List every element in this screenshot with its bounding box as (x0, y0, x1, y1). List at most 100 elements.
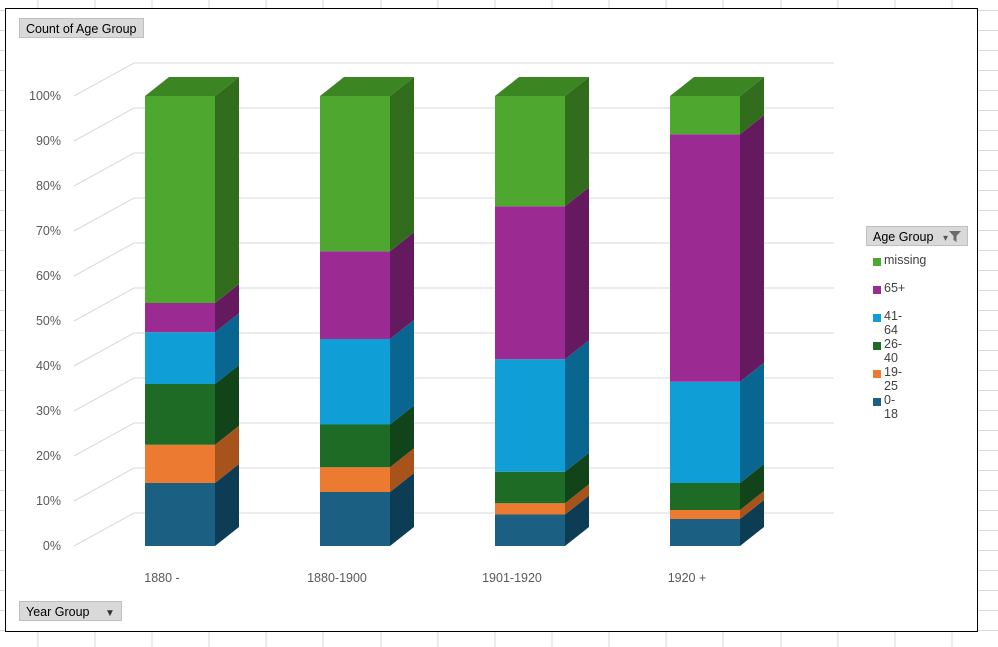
gridline (73, 152, 834, 187)
bar-side (390, 77, 414, 252)
bar-side (565, 495, 589, 546)
axis-field-label: Year Group (26, 605, 90, 619)
bar-side (565, 452, 589, 504)
legend-label: 65+ (884, 281, 906, 295)
bars (145, 77, 764, 546)
bar-side (390, 448, 414, 492)
y-axis-ticks: 0% 10% 20% 30% 40% 50% 60% 70% 80% 90% 100% (29, 89, 61, 553)
bar-side (390, 473, 414, 546)
gridline (73, 332, 834, 367)
bar-segment (670, 96, 740, 135)
bar-side (740, 464, 764, 510)
legend-swatch (873, 398, 881, 406)
legend-label: missing (884, 253, 927, 267)
gridline (73, 197, 834, 232)
legend-label: 19-25 (884, 365, 903, 393)
bar-side (215, 313, 239, 384)
bar-top (320, 77, 414, 96)
bar-segment (670, 134, 740, 382)
bar-side (565, 340, 589, 472)
x-tick-label: 1920 + (668, 571, 707, 585)
legend-swatch (873, 314, 881, 322)
bar-side (390, 405, 414, 468)
pivot-chart[interactable]: Count of Age Group 0% 10% 20% 30% 40% 50% 60% 7… (5, 8, 978, 632)
bar-side (215, 284, 239, 333)
y-tick-label: 90% (36, 134, 61, 148)
bar-side (215, 464, 239, 546)
gridline (73, 422, 834, 457)
bar-segment (670, 483, 740, 510)
gridline (73, 242, 834, 277)
bar-top (495, 77, 589, 96)
bar-side (565, 187, 589, 360)
bar-side (740, 362, 764, 483)
legend-swatch (873, 286, 881, 294)
legend-label: 41-64 (884, 309, 903, 337)
legend-swatch (873, 370, 881, 378)
bar-side (215, 77, 239, 303)
gridline (73, 467, 834, 502)
gridline (73, 377, 834, 412)
x-tick-label: 1880 - (144, 571, 179, 585)
y-tick-label: 80% (36, 179, 61, 193)
axis-field-button[interactable]: Year Group ▼ (19, 601, 122, 621)
bar-segment (670, 381, 740, 483)
gridline (73, 287, 834, 322)
bar-segment (145, 303, 215, 333)
y-tick-label: 60% (36, 269, 61, 283)
gridline (73, 512, 834, 547)
x-axis-ticks: 1880 - 1880-1900 1901-1920 1920 + (144, 571, 706, 585)
bar-side (565, 77, 589, 207)
dropdown-arrow-icon[interactable]: ▼ (104, 608, 115, 619)
bar-segment (320, 339, 390, 425)
y-tick-label: 70% (36, 224, 61, 238)
bar-segment (145, 444, 215, 483)
legend-swatch (873, 258, 881, 266)
bar-segment (495, 503, 565, 515)
gridline (73, 107, 834, 142)
bar-segment (320, 467, 390, 492)
y-tick-label: 100% (29, 89, 61, 103)
gridline (73, 62, 834, 97)
bar-side (215, 425, 239, 483)
bar-segment (495, 206, 565, 360)
bar-side (565, 484, 589, 515)
bar-segment (495, 96, 565, 207)
value-field-button[interactable]: Count of Age Group (19, 18, 144, 38)
bar-segment (320, 96, 390, 252)
bar-segment (145, 332, 215, 384)
legend-field-button[interactable]: Age Group ▾ (866, 226, 968, 246)
y-tick-label: 20% (36, 449, 61, 463)
bar-side (740, 500, 764, 546)
x-tick-label: 1901-1920 (482, 571, 542, 585)
y-tick-label: 0% (43, 539, 61, 553)
bar-side (740, 491, 764, 519)
bar-side (740, 77, 764, 135)
y-tick-label: 50% (36, 314, 61, 328)
bar-segment (495, 471, 565, 504)
y-tick-label: 40% (36, 359, 61, 373)
bar-segment (320, 424, 390, 468)
bar-segment (670, 510, 740, 519)
bar-segment (495, 514, 565, 546)
bar-top (670, 77, 764, 96)
filter-funnel-icon[interactable]: ▾ (943, 229, 961, 249)
bar-side (390, 320, 414, 425)
bar-side (390, 232, 414, 339)
legend-label: 0-18 (884, 393, 898, 421)
bar-segment (145, 384, 215, 445)
value-field-label: Count of Age Group (26, 22, 137, 36)
legend-swatch (873, 342, 881, 350)
y-tick-label: 10% (36, 494, 61, 508)
bar-side (740, 115, 764, 382)
bar-segment (145, 96, 215, 303)
bar-segment (145, 483, 215, 546)
legend-field-label: Age Group (873, 230, 934, 244)
legend-label: 26-40 (884, 337, 903, 365)
bar-segment (495, 359, 565, 472)
bar-side (215, 365, 239, 445)
bar-segment (670, 519, 740, 546)
x-tick-label: 1880-1900 (307, 571, 367, 585)
bar-segment (320, 492, 390, 546)
bar-top (145, 77, 239, 96)
